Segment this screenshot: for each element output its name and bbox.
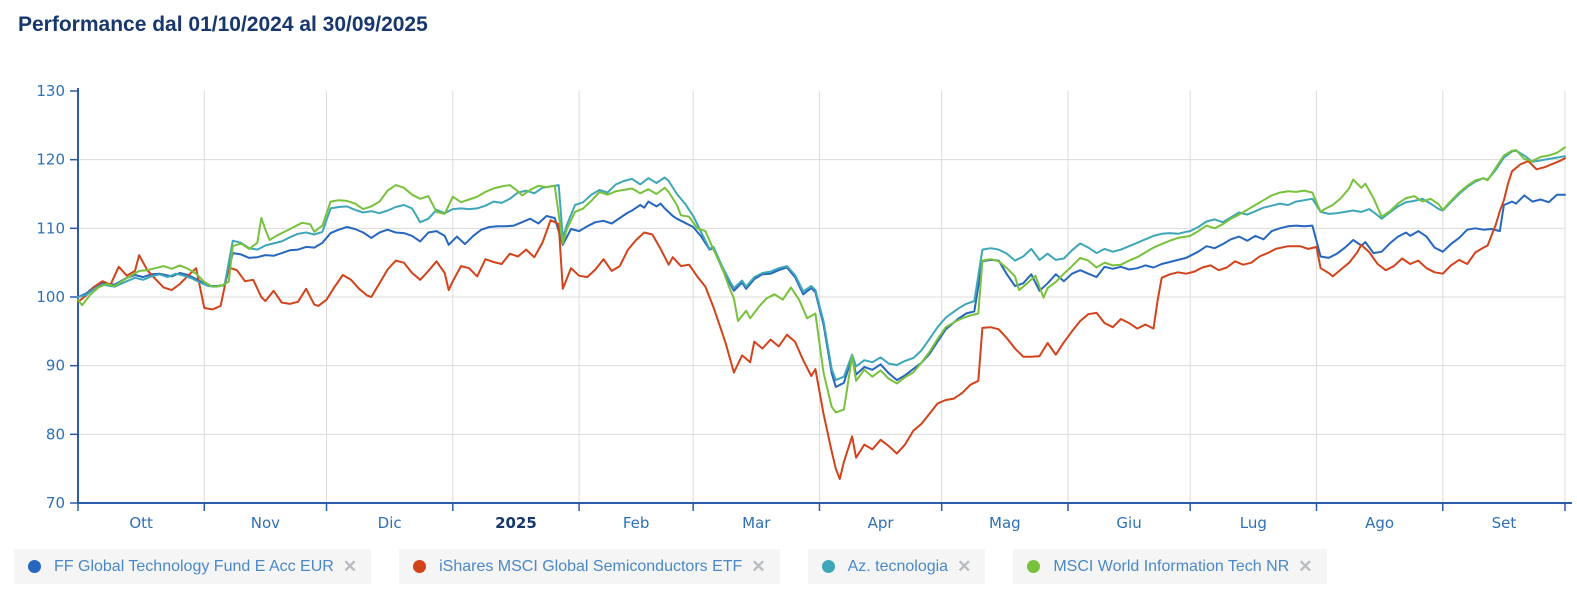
chart-axes [70,88,1572,511]
x-axis-label-mag: Mag [989,514,1021,532]
series-line-ishares-msci-global-semiconductors-etf [77,157,1566,480]
remove-series-icon[interactable]: ✕ [342,557,358,576]
series-color-dot-icon [821,560,835,573]
performance-chart[interactable]: 70 80 90 100 110 120 130 Ott Nov Dic 2025 Feb Mar Ap… [0,0,1577,540]
y-axis-label: 100 [36,288,65,306]
x-axis-label-giu: Giu [1116,514,1141,532]
y-axis-label: 70 [46,494,65,512]
x-axis-label-nov: Nov [251,514,280,532]
legend-item-ishares-msci-global-semiconductors-etf: iShares MSCI Global Semiconductors ETF ✕ [399,549,780,584]
x-axis-label-feb: Feb [623,514,650,532]
x-axis-label-set: Set [1492,514,1517,532]
chart-gridlines [78,91,1566,503]
series-color-dot-icon [28,560,41,573]
x-axis-label-mar: Mar [742,514,771,532]
series-line-msci-world-information-tech-nr [77,146,1566,414]
remove-series-icon[interactable]: ✕ [1298,557,1313,576]
legend-item-msci-world-information-tech-nr: MSCI World Information Tech NR ✕ [1013,549,1327,584]
x-axis-label-dic: Dic [378,514,402,532]
x-axis-label-ago: Ago [1365,514,1394,532]
y-axis-label: 130 [36,82,65,100]
y-axis-label: 110 [36,219,65,237]
y-axis-label: 90 [46,357,65,375]
chart-x-labels: Ott Nov Dic 2025 Feb Mar Apr Mag Giu Lug Ago Set [129,514,1516,532]
x-axis-label-2025: 2025 [495,514,537,532]
y-axis-label: 80 [46,425,65,443]
remove-series-icon[interactable]: ✕ [957,557,972,576]
remove-series-icon[interactable]: ✕ [751,557,766,576]
series-color-dot-icon [1027,560,1041,573]
legend-item-label: FF Global Technology Fund E Acc EUR [54,557,334,575]
x-axis-label-lug: Lug [1240,514,1267,532]
page-title: Performance dal 01/10/2024 al 30/09/2025 [18,13,428,36]
y-axis-label: 120 [36,151,65,169]
legend-item-label: Az. tecnologia [847,557,949,575]
legend-item-label: iShares MSCI Global Semiconductors ETF [439,557,743,575]
legend-item-az-tecnologia: Az. tecnologia ✕ [807,549,986,584]
legend-item-label: MSCI World Information Tech NR [1053,557,1290,575]
chart-series-lines [77,146,1566,480]
x-axis-label-ott: Ott [129,514,153,532]
chart-legend: FF Global Technology Fund E Acc EUR ✕ iSha… [14,549,1327,584]
chart-y-labels: 70 80 90 100 110 120 130 [36,82,65,512]
series-color-dot-icon [413,560,427,573]
series-line-az-tecnologia [77,149,1566,382]
x-axis-label-apr: Apr [868,514,895,532]
legend-item-ff-global-technology-fund-e-acc-eur: FF Global Technology Fund E Acc EUR ✕ [14,549,372,584]
